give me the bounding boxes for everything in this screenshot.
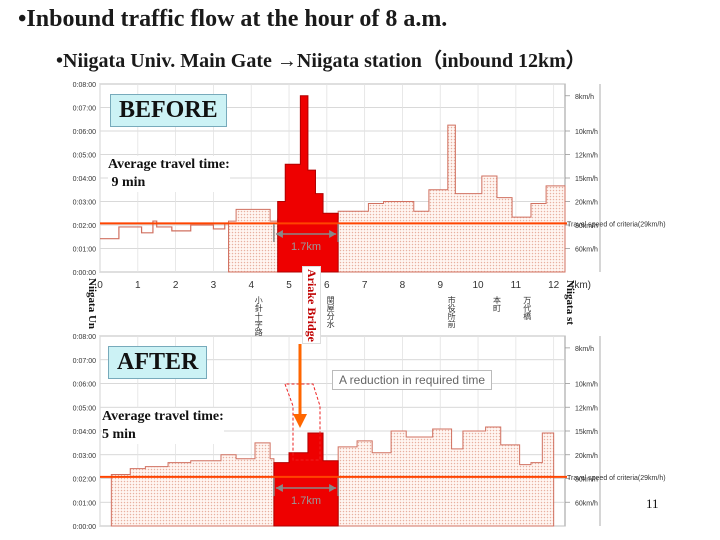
before-y-tick-label: 0:00:00	[73, 270, 96, 277]
after-speed-tick-label: 60km/h	[575, 500, 598, 507]
after-distance-arrow-left	[275, 484, 283, 492]
after-y-tick-label: 0:07:00	[73, 358, 96, 365]
after-speed-tick-label: 12km/h	[575, 405, 598, 412]
before-distance-arrow-right	[329, 230, 337, 238]
after-avg-travel-time: Average travel time: 5 min	[102, 408, 224, 444]
before-speed-tick-label: 30km/h	[575, 223, 598, 230]
after-distance-arrow-right	[329, 484, 337, 492]
before-speed-tick-label: 12km/h	[575, 153, 598, 160]
before-speed-tick-label: 8km/h	[575, 94, 594, 101]
before-travel-time-line	[100, 220, 229, 240]
after-y-tick-label: 0:05:00	[73, 405, 96, 412]
after-y-tick-label: 0:06:00	[73, 382, 96, 389]
reduction-label: A reduction in required time	[332, 370, 493, 390]
before-speed-tick-label: 20km/h	[575, 200, 598, 207]
place-label: 小針十字路	[254, 296, 263, 336]
x-axis-label: (km)	[571, 280, 591, 291]
before-speed-tick-label: 15km/h	[575, 176, 598, 183]
x-tick-label: 12	[548, 280, 560, 291]
after-speed-tick-label: 15km/h	[575, 429, 598, 436]
reduction-dashed-outline	[284, 383, 321, 461]
after-distance-label: 1.7km	[291, 495, 321, 507]
place-label: 市役所前	[447, 295, 456, 329]
before-criteria-label: Travel speed of criteria(29km/h)	[567, 221, 666, 228]
destination-label: Niigata st	[564, 280, 576, 325]
after-y-tick-label: 0:00:00	[73, 524, 96, 531]
before-distance-arrow-left	[275, 230, 283, 238]
place-label: 万代橋	[523, 296, 532, 321]
after-speed-tick-label: 8km/h	[575, 346, 594, 353]
before-speed-tick-label: 10km/h	[575, 129, 598, 136]
before-y-tick-label: 0:08:00	[73, 82, 96, 89]
after-travel-time-area	[110, 426, 555, 527]
after-y-tick-label: 0:04:00	[73, 429, 96, 436]
page-number: 11	[646, 496, 659, 511]
before-bridge-section-bar	[277, 95, 339, 273]
before-distance-label: 1.7km	[291, 241, 321, 253]
x-tick-label: 5	[286, 280, 292, 291]
x-tick-label: 8	[400, 280, 406, 291]
before-y-tick-label: 0:01:00	[73, 247, 96, 254]
before-y-tick-label: 0:03:00	[73, 200, 96, 207]
after-y-tick-label: 0:01:00	[73, 500, 96, 507]
after-speed-tick-label: 30km/h	[575, 477, 598, 484]
before-y-tick-label: 0:06:00	[73, 129, 96, 136]
after-y-tick-label: 0:03:00	[73, 453, 96, 460]
place-label: 関屋分水	[326, 296, 335, 328]
before-speed-tick-label: 60km/h	[575, 247, 598, 254]
x-tick-label: 6	[324, 280, 330, 291]
before-y-tick-label: 0:02:00	[73, 223, 96, 230]
x-tick-label: 4	[248, 280, 254, 291]
before-avg-travel-time: Average travel time: 9 min	[108, 156, 230, 192]
before-y-tick-label: 0:07:00	[73, 106, 96, 113]
after-y-tick-label: 0:08:00	[73, 334, 96, 341]
place-label: 本町	[492, 295, 501, 312]
after-criteria-label: Travel speed of criteria(29km/h)	[567, 475, 666, 482]
reduction-arrow-head	[293, 414, 307, 428]
before-y-tick-label: 0:04:00	[73, 176, 96, 183]
x-tick-label: 10	[472, 280, 484, 291]
slide-title: •Inbound traffic flow at the hour of 8 a…	[18, 6, 448, 32]
after-label: AFTER	[108, 346, 208, 379]
x-tick-label: 9	[437, 280, 443, 291]
before-y-tick-label: 0:05:00	[73, 153, 96, 160]
x-tick-label: 3	[211, 280, 217, 291]
ariake-bridge-label: Ariake Bridge	[302, 266, 321, 344]
origin-label: Niigata Un	[86, 278, 98, 330]
before-label: BEFORE	[110, 94, 227, 127]
x-tick-label: 7	[362, 280, 368, 291]
x-tick-label: 11	[511, 280, 522, 291]
after-y-tick-label: 0:02:00	[73, 477, 96, 484]
x-tick-label: 2	[173, 280, 179, 291]
x-tick-label: 1	[135, 280, 141, 291]
slide-subtitle: •Niigata Univ. Main Gate →Niigata statio…	[56, 50, 586, 72]
x-tick-label: 0	[97, 280, 103, 291]
after-speed-tick-label: 10km/h	[575, 382, 598, 389]
after-speed-tick-label: 20km/h	[575, 453, 598, 460]
